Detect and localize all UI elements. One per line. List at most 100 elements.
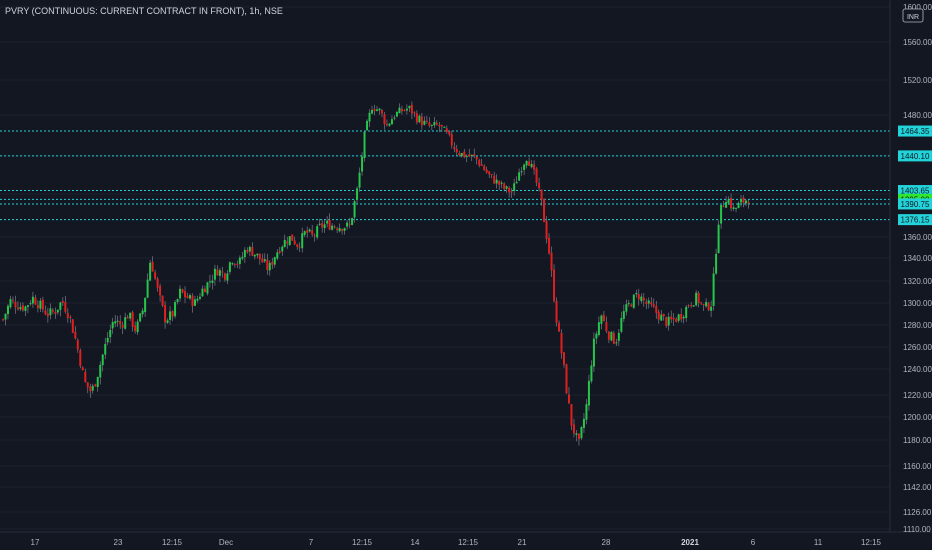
- candle-body: [405, 108, 408, 111]
- candle-body: [246, 249, 249, 253]
- candle-body: [690, 304, 693, 306]
- candle-body: [111, 322, 114, 329]
- candle-body: [395, 111, 398, 117]
- candle-body: [281, 246, 284, 252]
- candle-body: [79, 350, 82, 367]
- level-label-bg: [898, 185, 932, 197]
- candle-body: [655, 306, 658, 313]
- candle-body: [455, 149, 458, 153]
- candle-body: [159, 286, 162, 296]
- candle-body: [206, 282, 209, 294]
- candle-body: [203, 288, 206, 293]
- price-tick: 1142.00: [903, 483, 932, 492]
- candle-body: [465, 155, 468, 157]
- candle-body: [89, 386, 92, 392]
- currency-label: INR: [907, 14, 919, 21]
- candle-body: [84, 371, 87, 382]
- candle-body: [697, 292, 700, 303]
- candle-body: [94, 384, 97, 387]
- price-tick: 1110.00: [903, 525, 931, 534]
- candle-body: [144, 297, 147, 313]
- candle-body: [223, 273, 226, 280]
- candle-body: [124, 317, 127, 329]
- candle-body: [440, 124, 443, 127]
- candle-body: [341, 229, 344, 231]
- candle-body: [463, 151, 466, 158]
- candle-body: [530, 163, 533, 168]
- candle-body: [580, 427, 583, 439]
- candle-body: [508, 187, 511, 193]
- candle-body: [725, 201, 728, 208]
- candle-body: [126, 317, 129, 319]
- candle-body: [134, 325, 137, 332]
- candle-body: [116, 320, 119, 322]
- candle-body: [612, 332, 615, 344]
- candle-body: [538, 183, 541, 189]
- candle-body: [533, 164, 536, 170]
- candle-body: [428, 122, 431, 126]
- candle-body: [650, 302, 653, 305]
- price-tick: 1320.00: [903, 277, 932, 286]
- candle-body: [151, 261, 154, 272]
- candle-body: [56, 309, 59, 313]
- candle-body: [415, 113, 418, 123]
- candle-body: [106, 337, 109, 343]
- candle-body: [420, 116, 423, 126]
- candle-body: [450, 134, 453, 146]
- level-label: 1376.15: [901, 216, 930, 225]
- time-tick: 12:15: [162, 538, 183, 547]
- candle-body: [256, 253, 259, 256]
- candle-body: [338, 227, 341, 232]
- candle-body: [525, 160, 528, 166]
- candle-body: [528, 161, 531, 166]
- candle-body: [129, 312, 132, 319]
- candle-body: [46, 313, 49, 317]
- candle-body: [326, 220, 329, 224]
- candle-body: [378, 108, 381, 111]
- candle-body: [600, 315, 603, 324]
- candle-body: [702, 304, 705, 306]
- candle-body: [545, 221, 548, 240]
- candle-body: [141, 310, 144, 315]
- candle-body: [176, 299, 179, 302]
- candle-body: [695, 292, 698, 306]
- candle-body: [358, 172, 361, 188]
- candle-body: [380, 109, 383, 114]
- candle-body: [548, 237, 551, 254]
- candle-body: [740, 199, 743, 203]
- time-tick: 12:15: [352, 538, 373, 547]
- price-axis[interactable]: 1600.001560.001520.001480.001440.001400.…: [903, 3, 932, 534]
- candle-body: [318, 223, 321, 225]
- candle-body: [49, 308, 52, 316]
- currency-badge[interactable]: INR: [902, 8, 924, 23]
- candle-body: [121, 324, 124, 328]
- price-tick: 1280.00: [903, 321, 932, 330]
- candle-body: [515, 181, 518, 184]
- candle-body: [607, 331, 610, 340]
- time-axis[interactable]: 17 23 12:15 Dec 7 12:15 14 12:15 21 28 2021 6 11 12:1…: [31, 538, 882, 547]
- candle-body: [61, 301, 64, 303]
- candle-body: [582, 418, 585, 428]
- level-label: 1390.75: [901, 200, 930, 209]
- candle-body: [413, 112, 416, 114]
- chart-title: PVRY (CONTINUOUS: CURRENT CONTRACT IN FR…: [5, 6, 283, 16]
- candle-body: [592, 338, 595, 367]
- candle-body: [74, 331, 77, 339]
- candle-body: [692, 305, 695, 307]
- candle-body: [425, 120, 428, 122]
- candle-body: [585, 404, 588, 420]
- candle-body: [368, 112, 371, 122]
- candle-body: [503, 183, 506, 189]
- candle-body: [448, 131, 451, 135]
- candle-body: [146, 279, 149, 298]
- candle-body: [632, 294, 635, 308]
- time-tick: 2021: [681, 538, 699, 547]
- candle-body: [438, 124, 441, 127]
- candle-body: [570, 404, 573, 426]
- time-tick: 6: [751, 538, 756, 547]
- candle-body: [732, 207, 735, 210]
- candle-body: [69, 316, 72, 318]
- candle-body: [572, 424, 575, 434]
